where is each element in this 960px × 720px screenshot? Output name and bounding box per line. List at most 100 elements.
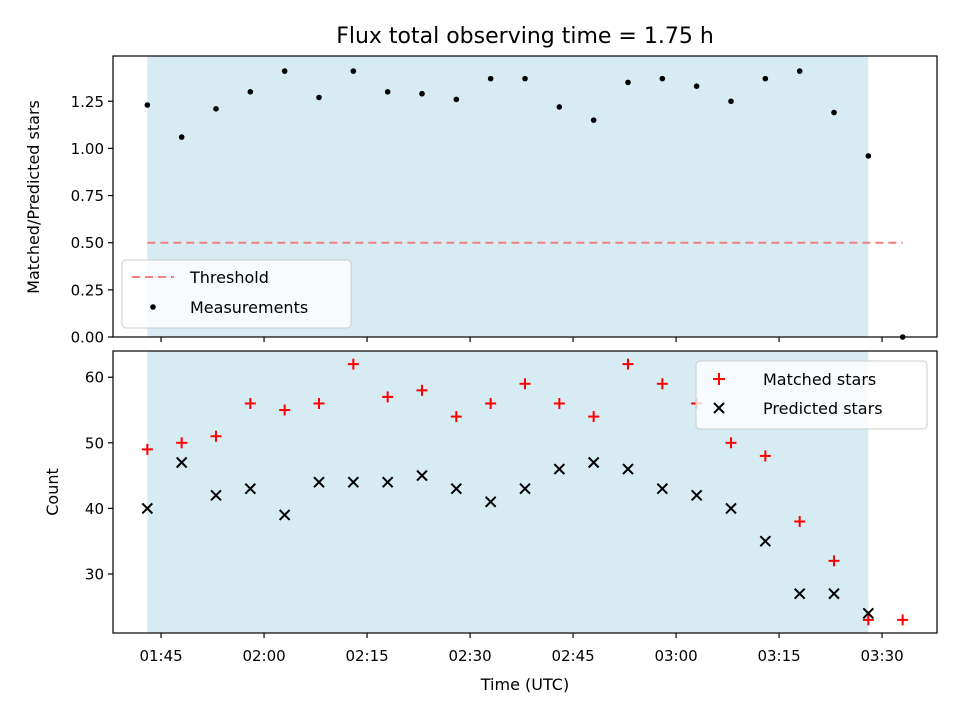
bottom-plot-frame [112, 350, 938, 634]
top-legend: Threshold Measurements [121, 259, 352, 329]
measurement-point [247, 89, 254, 95]
measurement-point [453, 96, 460, 103]
predicted-star-point [347, 476, 360, 488]
matched-star-point [759, 450, 771, 462]
predicted-star-point [793, 587, 806, 600]
predicted-star-point [828, 587, 840, 600]
star-count-points [141, 358, 909, 626]
matched-star-point [141, 443, 153, 455]
predicted-star-point [553, 463, 566, 475]
predicted-star-point [862, 607, 875, 620]
matched-star-point [725, 437, 737, 449]
x-tick-label: 02:00 [242, 647, 285, 665]
top-y-tick-label: 0.00 [71, 329, 104, 347]
chart-title: Flux total observing time = 1.75 h [336, 24, 714, 49]
matched-star-point [416, 384, 428, 396]
x-tick-label: 03:15 [757, 647, 800, 665]
predicted-star-point [244, 483, 257, 495]
top-y-tick-label: 1.25 [71, 93, 104, 111]
top-y-ticks: 0.00 0.25 0.50 0.75 1.00 1.25 [71, 93, 113, 347]
measurement-point [281, 68, 288, 74]
legend-predicted-label: Predicted stars [763, 399, 883, 418]
x-tick-label: 02:15 [345, 647, 388, 665]
predicted-star-point [210, 489, 222, 501]
measurement-point [316, 94, 322, 101]
top-y-tick-label: 1.00 [71, 140, 104, 158]
x-tick-label: 01:45 [139, 647, 182, 665]
x-axis-label: Time (UTC) [480, 675, 569, 694]
bottom-x-ticks: 01:45 02:00 02:15 02:30 02:45 03:00 03:15 03:30 [139, 633, 904, 665]
predicted-star-point [656, 483, 669, 495]
bottom-y-tick-label: 60 [85, 369, 104, 387]
predicted-star-point [313, 476, 325, 488]
predicted-star-point [278, 509, 291, 521]
measurement-point [659, 75, 666, 82]
matched-star-point [794, 516, 806, 528]
measurement-point [350, 68, 357, 74]
predicted-star-point [725, 502, 737, 515]
measurement-point [487, 75, 494, 82]
legend-measurements-swatch [150, 304, 156, 310]
bottom-legend-box [695, 360, 928, 430]
predicted-star-point [141, 502, 154, 515]
measurement-point [831, 109, 837, 116]
matched-star-point [382, 391, 394, 403]
measurement-point [384, 89, 391, 95]
legend-matched-swatch [713, 373, 725, 385]
x-tick-label: 03:00 [654, 647, 697, 665]
predicted-star-point [416, 469, 428, 482]
predicted-star-point [450, 483, 463, 495]
predicted-star-point [587, 456, 600, 469]
legend-matched-label: Matched stars [763, 370, 876, 389]
matched-star-point [588, 411, 600, 423]
matched-star-point [313, 397, 325, 409]
x-tick-label: 02:30 [448, 647, 491, 665]
matched-star-point [485, 397, 497, 409]
matched-star-point [553, 397, 565, 409]
predicted-star-point [759, 535, 772, 547]
predicted-star-point [381, 476, 394, 488]
top-y-tick-label: 0.25 [71, 281, 104, 299]
measurement-point [213, 106, 219, 112]
measurement-point [693, 83, 700, 89]
top-y-tick-label: 0.75 [71, 187, 104, 205]
predicted-star-point [175, 456, 188, 469]
matched-star-point [279, 404, 291, 416]
predicted-star-point [690, 489, 703, 501]
bottom-legend: Matched stars Predicted stars [695, 360, 928, 430]
top-y-tick-label: 0.50 [71, 234, 104, 252]
x-tick-label: 03:30 [860, 647, 903, 665]
measurement-point [419, 90, 425, 97]
matched-star-point [450, 411, 462, 423]
measurement-point [796, 68, 803, 74]
measurement-point [522, 75, 528, 82]
matched-star-point [347, 358, 359, 370]
bottom-y-ticks: 30 40 50 60 [85, 369, 113, 583]
top-x-ticks [160, 337, 883, 342]
measurement-point [556, 104, 563, 110]
measurement-point [178, 134, 185, 140]
predicted-star-point [519, 483, 531, 495]
top-plot-frame [112, 55, 938, 338]
matched-star-point [519, 378, 531, 390]
predicted-star-point [484, 496, 497, 508]
predicted-star-point [622, 463, 634, 475]
legend-threshold-label: Threshold [189, 268, 269, 287]
legend-measurements-label: Measurements [190, 298, 308, 317]
top-panel: 0.00 0.25 0.50 0.75 1.00 1.25 Matched/Predict… [24, 55, 938, 347]
bottom-y-tick-label: 30 [85, 565, 104, 583]
measurement-point [865, 153, 872, 159]
legend-predicted-swatch [713, 402, 725, 414]
measurement-point [144, 102, 151, 108]
top-y-axis-label: Matched/Predicted stars [24, 100, 43, 294]
top-legend-box [121, 259, 352, 329]
matched-star-point [176, 437, 188, 449]
matched-star-point [622, 358, 634, 370]
matched-star-point [210, 430, 222, 442]
matched-star-point [244, 397, 256, 409]
measurement-point [728, 98, 734, 105]
bottom-y-tick-label: 40 [85, 500, 104, 518]
measurement-point [590, 117, 597, 123]
